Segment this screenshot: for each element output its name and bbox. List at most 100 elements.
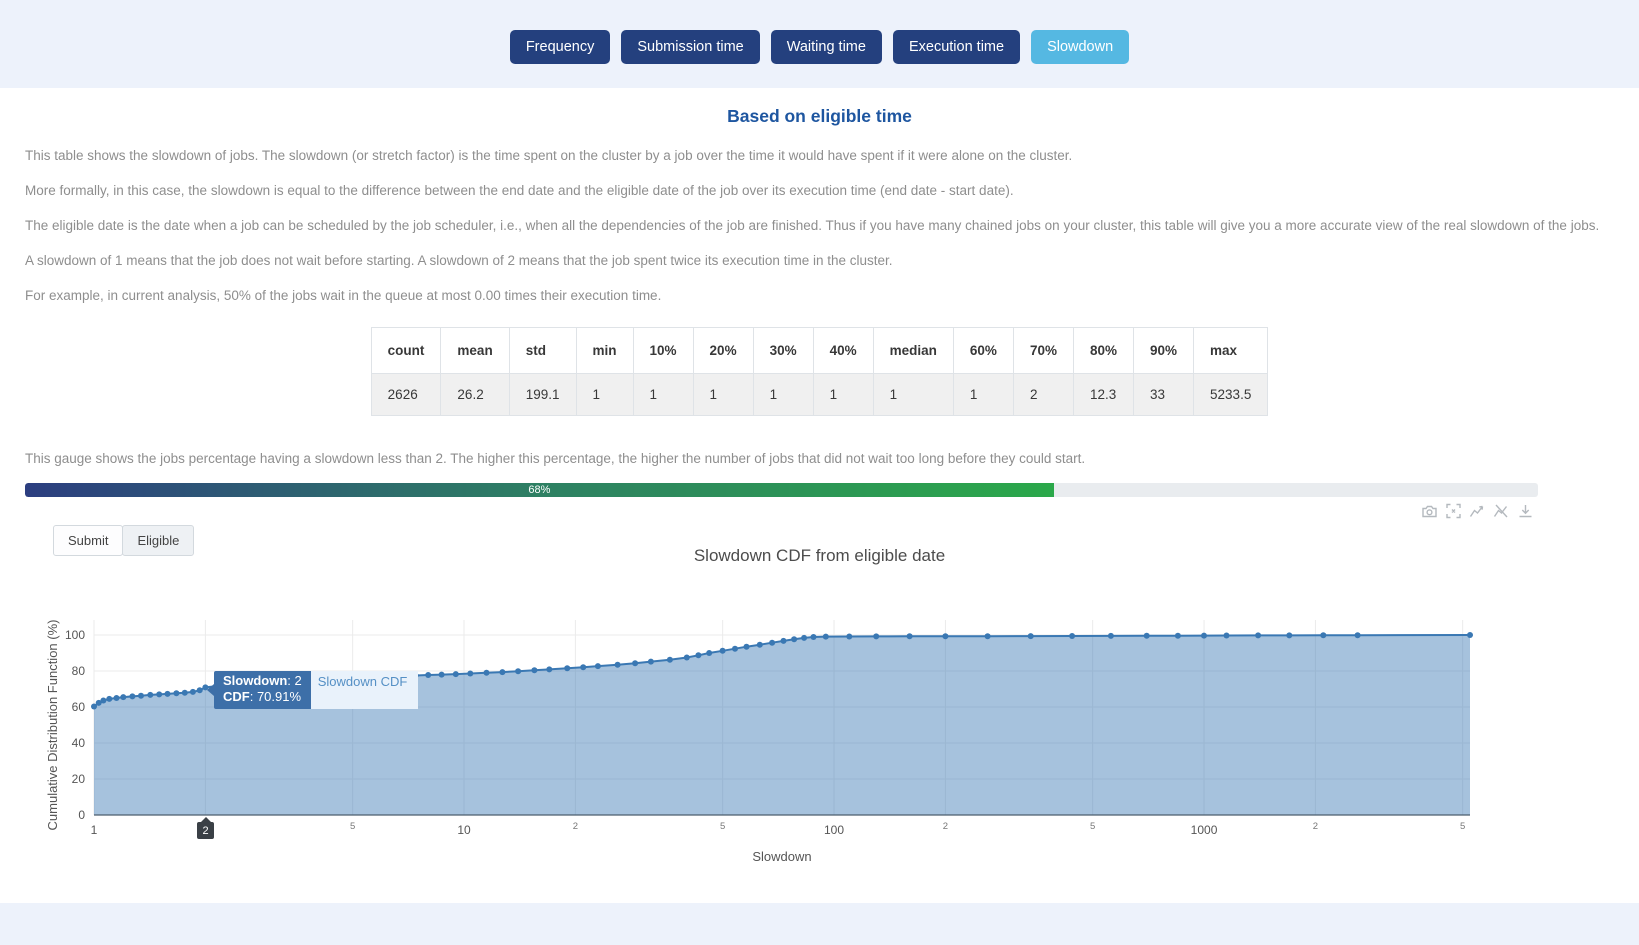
data-point-marker[interactable] — [632, 660, 639, 667]
data-point-marker[interactable] — [129, 693, 136, 700]
data-point-marker[interactable] — [719, 647, 726, 654]
data-point-marker[interactable] — [769, 639, 776, 646]
data-point-marker[interactable] — [425, 672, 432, 678]
data-point-marker[interactable] — [743, 643, 750, 650]
data-point-marker[interactable] — [1174, 632, 1181, 639]
data-point-marker[interactable] — [846, 633, 853, 640]
data-point-marker[interactable] — [906, 633, 913, 640]
data-point-marker[interactable] — [780, 637, 787, 644]
cdf-chart[interactable]: 0 20 40 60 80 100 1 2 5 10 2 5 100 2 5 1000 2 5 Cumulative… — [0, 610, 1639, 860]
page-title: Based on eligible time — [727, 106, 912, 126]
data-point-marker[interactable] — [483, 669, 490, 676]
data-point-marker[interactable] — [181, 689, 188, 696]
col-header-p20: 20% — [692, 327, 754, 374]
data-point-marker[interactable] — [202, 684, 209, 691]
x-tick-label: 1 — [91, 823, 98, 837]
nav-button-slowdown[interactable]: Slowdown — [1031, 30, 1130, 64]
data-point-marker[interactable] — [1320, 632, 1327, 639]
cell-median: 1 — [872, 373, 954, 416]
data-point-marker[interactable] — [91, 703, 97, 710]
nav-button-submission-time[interactable]: Submission time — [621, 30, 760, 64]
data-point-marker[interactable] — [1107, 632, 1114, 639]
eligible-trace-button[interactable]: Eligible — [122, 525, 195, 556]
data-point-marker[interactable] — [196, 687, 203, 694]
y-tick-label: 100 — [65, 628, 85, 642]
data-point-marker[interactable] — [147, 691, 154, 698]
camera-icon[interactable] — [1420, 503, 1439, 519]
nav-button-frequency[interactable]: Frequency — [509, 30, 611, 64]
y-tick-label: 20 — [72, 772, 86, 786]
cell-p70: 2 — [1012, 373, 1074, 416]
gauge-description: This gauge shows the jobs percentage hav… — [25, 451, 1086, 466]
nav-button-row: Frequency Submission time Waiting time E… — [0, 0, 1639, 64]
data-point-marker[interactable] — [732, 645, 738, 652]
col-header-p30: 30% — [752, 327, 814, 374]
col-header-count: count — [370, 327, 442, 374]
description-paragraphs: This table shows the slowdown of jobs. T… — [25, 149, 1614, 324]
reset-axes-icon[interactable] — [1492, 503, 1511, 519]
data-point-marker[interactable] — [515, 668, 522, 675]
paragraph: For example, in current analysis, 50% of… — [25, 288, 662, 303]
data-point-marker[interactable] — [614, 661, 621, 668]
data-point-marker[interactable] — [1069, 633, 1076, 639]
y-tick-label: 0 — [78, 808, 85, 822]
zoom-icon[interactable] — [1444, 503, 1463, 519]
data-point-marker[interactable] — [984, 633, 991, 640]
download-icon[interactable] — [1516, 503, 1535, 519]
data-point-marker[interactable] — [756, 641, 763, 648]
data-point-marker[interactable] — [467, 670, 474, 677]
autoscale-icon[interactable] — [1468, 503, 1487, 519]
data-point-marker[interactable] — [1467, 632, 1473, 638]
data-point-marker[interactable] — [810, 634, 817, 640]
data-point-marker[interactable] — [438, 671, 445, 678]
data-point-marker[interactable] — [564, 665, 571, 672]
data-point-marker[interactable] — [873, 633, 880, 640]
data-point-marker[interactable] — [120, 694, 127, 701]
data-point-marker[interactable] — [100, 697, 107, 704]
data-point-marker[interactable] — [156, 691, 163, 698]
data-point-marker[interactable] — [1223, 632, 1230, 639]
data-point-marker[interactable] — [791, 636, 798, 643]
y-tick-label: 40 — [72, 736, 86, 750]
data-point-marker[interactable] — [822, 633, 829, 640]
data-point-marker[interactable] — [452, 671, 459, 678]
cell-p60: 1 — [952, 373, 1014, 416]
data-point-marker[interactable] — [1286, 632, 1293, 639]
cell-p90: 33 — [1132, 373, 1195, 416]
cell-max: 5233.5 — [1193, 373, 1269, 416]
nav-button-waiting-time[interactable]: Waiting time — [770, 30, 882, 64]
data-point-marker[interactable] — [695, 652, 702, 659]
data-point-marker[interactable] — [95, 699, 102, 706]
data-point-marker[interactable] — [1143, 632, 1150, 639]
cell-p40: 1 — [812, 373, 874, 416]
data-point-marker[interactable] — [164, 690, 171, 697]
data-point-marker[interactable] — [106, 695, 113, 702]
data-point-marker[interactable] — [1255, 632, 1262, 639]
data-point-marker[interactable] — [138, 692, 144, 699]
nav-button-execution-time[interactable]: Execution time — [892, 30, 1021, 64]
data-point-marker[interactable] — [113, 695, 120, 701]
col-header-std: std — [508, 327, 577, 374]
x-tick-label: 5 — [1090, 821, 1095, 832]
tooltip-values: Slowdown: 2 CDF: 70.91% — [214, 671, 311, 709]
data-point-marker[interactable] — [942, 633, 949, 640]
gauge-percent-label: 68% — [528, 484, 551, 496]
footer-bar — [0, 903, 1639, 945]
data-point-marker[interactable] — [580, 664, 587, 671]
data-point-marker[interactable] — [706, 650, 713, 656]
data-point-marker[interactable] — [531, 667, 538, 674]
data-point-marker[interactable] — [546, 666, 553, 673]
data-point-marker[interactable] — [499, 669, 506, 676]
data-point-marker[interactable] — [666, 656, 673, 663]
data-point-marker[interactable] — [189, 688, 196, 695]
data-point-marker[interactable] — [683, 654, 690, 661]
data-point-marker[interactable] — [647, 658, 654, 665]
data-point-marker[interactable] — [173, 690, 180, 697]
data-point-marker[interactable] — [1354, 632, 1361, 639]
data-point-marker[interactable] — [1201, 632, 1207, 639]
data-point-marker[interactable] — [801, 634, 808, 641]
data-point-marker[interactable] — [1027, 633, 1034, 640]
data-point-marker[interactable] — [594, 663, 601, 670]
x-tick-label: 5 — [1460, 821, 1465, 832]
submit-trace-button[interactable]: Submit — [53, 525, 124, 556]
